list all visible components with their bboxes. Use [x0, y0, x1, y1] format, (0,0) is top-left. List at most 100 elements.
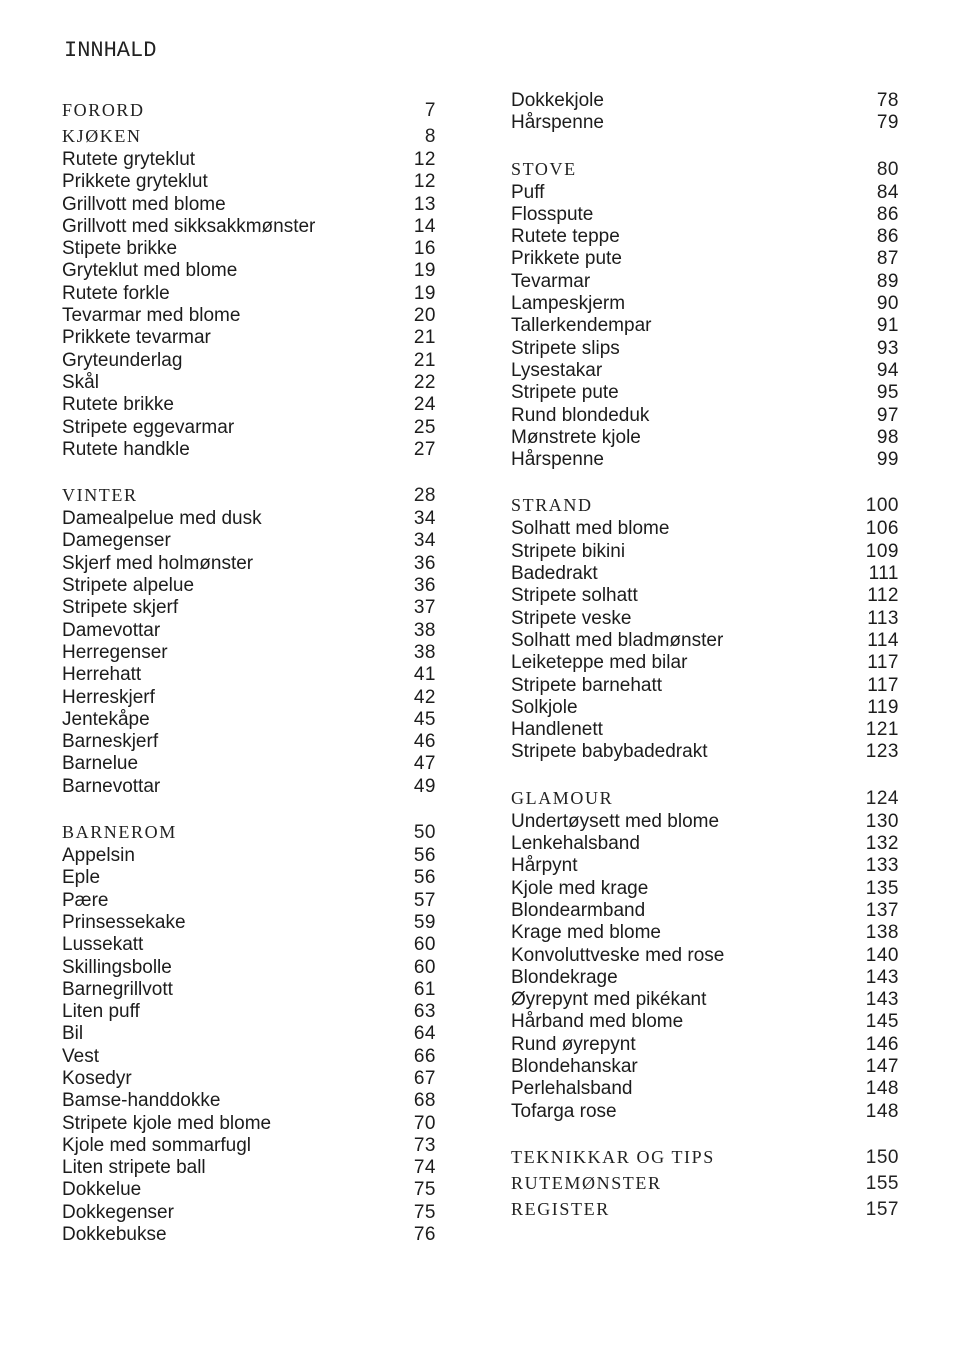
toc-entry[interactable]: Rutete gryteklut 12	[62, 149, 436, 171]
toc-entry[interactable]: Dokkebukse 76	[62, 1224, 436, 1246]
toc-entry[interactable]: Grillvott med blome 13	[62, 194, 436, 216]
toc-entry[interactable]: Appelsin 56	[62, 845, 436, 867]
toc-entry[interactable]: Hårspenne 99	[511, 449, 899, 471]
toc-entry[interactable]: Skjerf med holmønster 36	[62, 553, 436, 575]
toc-entry[interactable]: Dokkegenser 75	[62, 1202, 436, 1224]
toc-entry[interactable]: Hårspenne 79	[511, 112, 899, 134]
toc-entry[interactable]: Barnevottar 49	[62, 776, 436, 798]
toc-entry[interactable]: Bil 64	[62, 1023, 436, 1045]
toc-entry[interactable]: Rutete forkle 19	[62, 283, 436, 305]
toc-entry[interactable]: Damegenser 34	[62, 530, 436, 552]
toc-entry[interactable]: Barnegrillvott 61	[62, 979, 436, 1001]
toc-entry[interactable]: Stripete alpelue 36	[62, 575, 436, 597]
toc-entry[interactable]: Undertøysett med blome 130	[511, 811, 899, 833]
toc-entry[interactable]: Eple 56	[62, 867, 436, 889]
toc-entry[interactable]: Tallerkendempar 91	[511, 315, 899, 337]
toc-entry[interactable]: Liten puff 63	[62, 1001, 436, 1023]
toc-entry[interactable]: Lussekatt 60	[62, 934, 436, 956]
toc-entry[interactable]: Leiketeppe med bilar 117	[511, 652, 899, 674]
toc-entry[interactable]: Øyrepynt med pikékant 143	[511, 989, 899, 1011]
toc-entry[interactable]: Barneskjerf 46	[62, 731, 436, 753]
toc-entry[interactable]: Stripete solhatt 112	[511, 585, 899, 607]
toc-entry[interactable]: Lysestakar 94	[511, 360, 899, 382]
toc-entry[interactable]: Prikkete pute 87	[511, 248, 899, 270]
toc-entry[interactable]: Stipete brikke 16	[62, 238, 436, 260]
toc-entry[interactable]: Rutete teppe 86	[511, 226, 899, 248]
toc-entry[interactable]: Dokkekjole 78	[511, 90, 899, 112]
toc-entry[interactable]: Hårband med blome 145	[511, 1011, 899, 1033]
entry-label: Kjole med krage	[511, 877, 649, 899]
toc-section-heading[interactable]: STRAND 100	[511, 492, 899, 518]
toc-entry[interactable]: Herregenser 38	[62, 642, 436, 664]
toc-entry[interactable]: Badedrakt 111	[511, 563, 899, 585]
toc-entry[interactable]: Kjole med sommarfugl 73	[62, 1135, 436, 1157]
toc-entry[interactable]: Vest 66	[62, 1046, 436, 1068]
toc-entry[interactable]: Jentekåpe 45	[62, 709, 436, 731]
toc-entry[interactable]: Damevottar 38	[62, 620, 436, 642]
toc-entry[interactable]: Dokkelue 75	[62, 1179, 436, 1201]
toc-entry[interactable]: Skål 22	[62, 372, 436, 394]
toc-section-heading[interactable]: BARNEROM 50	[62, 819, 436, 845]
toc-entry[interactable]: Rund øyrepynt 146	[511, 1034, 899, 1056]
entry-label: Grillvott med sikksakkmønster	[62, 215, 316, 237]
toc-entry[interactable]: Skillingsbolle 60	[62, 957, 436, 979]
toc-entry[interactable]: Stripete pute 95	[511, 382, 899, 404]
toc-entry[interactable]: Liten stripete ball 74	[62, 1157, 436, 1179]
toc-entry[interactable]: Blondearmband 137	[511, 900, 899, 922]
toc-entry[interactable]: Lenkehalsband 132	[511, 833, 899, 855]
toc-entry[interactable]: Solhatt med blome 106	[511, 518, 899, 540]
toc-entry[interactable]: Konvoluttveske med rose 140	[511, 945, 899, 967]
toc-section-heading[interactable]: KJØKEN 8	[62, 123, 436, 149]
toc-entry[interactable]: Stripete kjole med blome 70	[62, 1113, 436, 1135]
toc-entry[interactable]: Puff 84	[511, 182, 899, 204]
toc-entry[interactable]: Stripete bikini 109	[511, 541, 899, 563]
toc-section-heading[interactable]: STOVE 80	[511, 156, 899, 182]
toc-entry[interactable]: Solhatt med bladmønster 114	[511, 630, 899, 652]
toc-entry[interactable]: Stripete babybadedrakt 123	[511, 741, 899, 763]
toc-entry[interactable]: Handlenett 121	[511, 719, 899, 741]
toc-entry[interactable]: Herreskjerf 42	[62, 687, 436, 709]
toc-entry[interactable]: Rund blondeduk 97	[511, 405, 899, 427]
toc-entry[interactable]: Damealpelue med dusk 34	[62, 508, 436, 530]
toc-entry[interactable]: Stripete slips 93	[511, 338, 899, 360]
toc-entry[interactable]: Tevarmar 89	[511, 271, 899, 293]
toc-section-heading[interactable]: GLAMOUR 124	[511, 785, 899, 811]
toc-entry[interactable]: Rutete handkle 27	[62, 439, 436, 461]
toc-entry[interactable]: Prikkete tevarmar 21	[62, 327, 436, 349]
toc-entry[interactable]: Blondekrage 143	[511, 967, 899, 989]
toc-entry[interactable]: Prinsessekake 59	[62, 912, 436, 934]
toc-entry[interactable]: Mønstrete kjole 98	[511, 427, 899, 449]
toc-entry[interactable]: Kjole med krage 135	[511, 878, 899, 900]
toc-entry[interactable]: Flosspute 86	[511, 204, 899, 226]
toc-entry[interactable]: Barnelue 47	[62, 753, 436, 775]
toc-section-heading[interactable]: REGISTER 157	[511, 1196, 899, 1222]
toc-entry[interactable]: Grillvott med sikksakkmønster 14	[62, 216, 436, 238]
toc-entry[interactable]: Stripete veske 113	[511, 608, 899, 630]
toc-entry[interactable]: Stripete skjerf 37	[62, 597, 436, 619]
toc-entry[interactable]: Solkjole 119	[511, 697, 899, 719]
toc-entry[interactable]: Stripete eggevarmar 25	[62, 417, 436, 439]
toc-entry[interactable]: Krage med blome 138	[511, 922, 899, 944]
toc-entry[interactable]: Gryteunderlag 21	[62, 350, 436, 372]
toc-entry[interactable]: Herrehatt 41	[62, 664, 436, 686]
toc-entry[interactable]: Bamse-handdokke 68	[62, 1090, 436, 1112]
toc-entry[interactable]: Perlehalsband 148	[511, 1078, 899, 1100]
toc-entry[interactable]: Blondehanskar 147	[511, 1056, 899, 1078]
toc-entry[interactable]: Tofarga rose 148	[511, 1101, 899, 1123]
toc-entry[interactable]: Stripete barnehatt 117	[511, 675, 899, 697]
toc-section-heading[interactable]: TEKNIKKAR OG TIPS 150	[511, 1144, 899, 1170]
toc-entry[interactable]: Prikkete gryteklut 12	[62, 171, 436, 193]
toc-entry[interactable]: Gryteklut med blome 19	[62, 260, 436, 282]
toc-entry[interactable]: Rutete brikke 24	[62, 394, 436, 416]
toc-entry[interactable]: Tevarmar med blome 20	[62, 305, 436, 327]
toc-section-heading[interactable]: VINTER 28	[62, 482, 436, 508]
entry-page: 124	[865, 787, 899, 809]
toc-entry[interactable]: Kosedyr 67	[62, 1068, 436, 1090]
toc-entry[interactable]: Hårpynt 133	[511, 855, 899, 877]
entry-page: 70	[413, 1112, 436, 1134]
toc-section-heading[interactable]: RUTEMØNSTER 155	[511, 1170, 899, 1196]
entry-label: KJØKEN	[62, 126, 142, 146]
toc-section-heading[interactable]: FORORD 7	[62, 97, 436, 123]
toc-entry[interactable]: Lampeskjerm 90	[511, 293, 899, 315]
toc-entry[interactable]: Pære 57	[62, 890, 436, 912]
